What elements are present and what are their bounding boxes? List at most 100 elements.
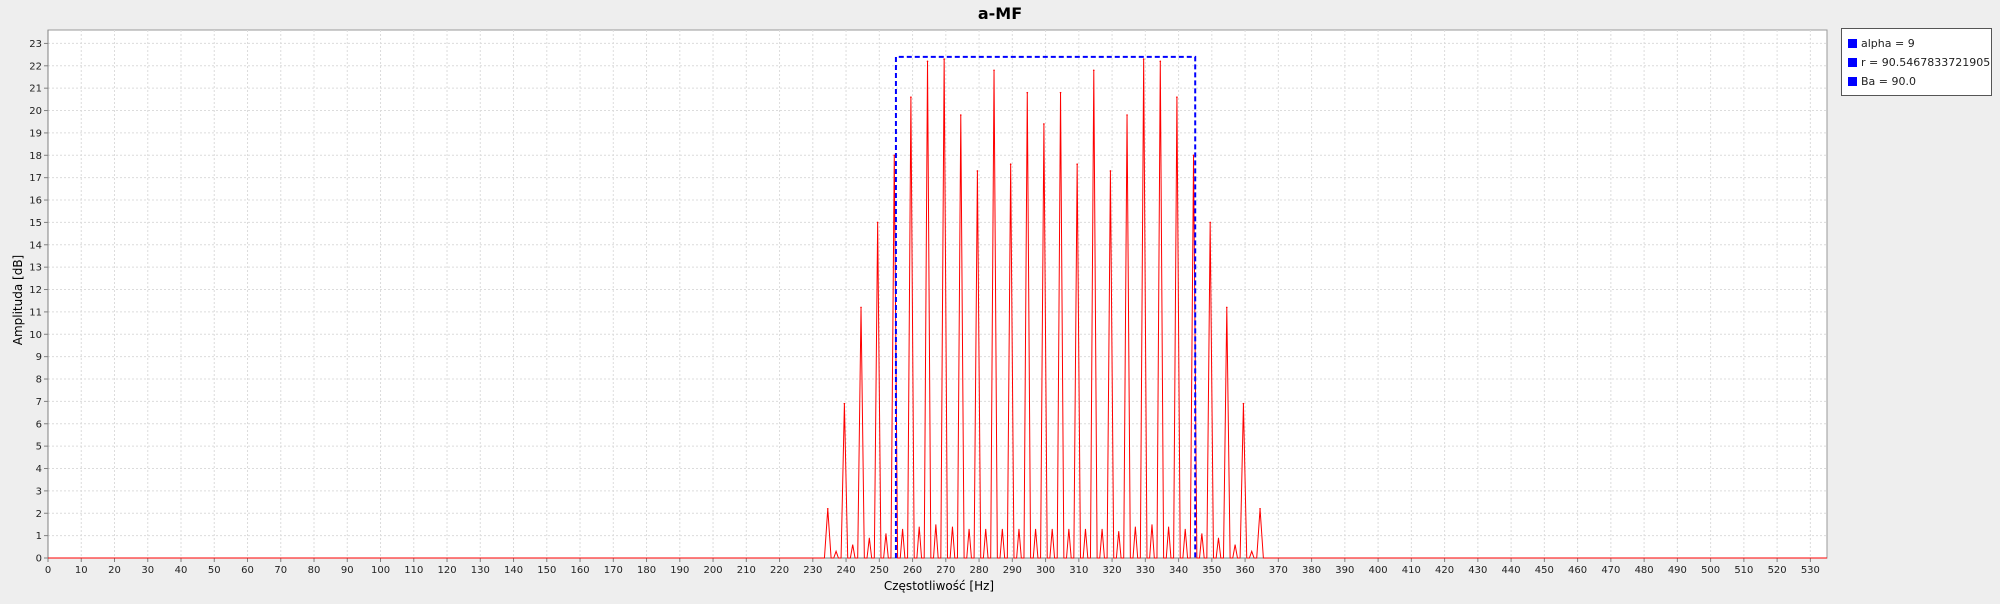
x-tick-label: 440 [1502, 565, 1521, 576]
x-axis-label: Częstotliwość [Hz] [884, 579, 994, 593]
spectrum-peak [1059, 91, 1062, 94]
x-tick-label: 250 [870, 565, 889, 576]
legend: alpha = 9 r = 90.5467833721905 Ba = 90.0 [1841, 28, 1992, 96]
x-tick-label: 520 [1768, 565, 1787, 576]
x-tick-label: 420 [1435, 565, 1454, 576]
plot-area [47, 29, 1828, 559]
y-tick-label: 3 [36, 486, 42, 497]
spectrum-peak [959, 114, 962, 116]
legend-item: alpha = 9 [1848, 34, 1987, 53]
y-axis-label: Amplituda [dB] [11, 255, 25, 346]
x-tick-label: 300 [1036, 565, 1055, 576]
x-tick-label: 400 [1369, 565, 1388, 576]
spectrum-peak [943, 58, 945, 60]
spectrum-peak [1225, 306, 1228, 309]
x-tick-label: 460 [1568, 565, 1587, 576]
x-tick-label: 180 [637, 565, 656, 576]
chart-title: a-MF [978, 4, 1022, 23]
x-tick-label: 350 [1202, 565, 1221, 576]
spectrum-peak [1259, 507, 1261, 510]
spectrum-peak [1092, 69, 1095, 72]
x-tick-label: 340 [1169, 565, 1188, 576]
x-tick-label: 80 [308, 565, 321, 576]
legend-swatch [1848, 39, 1857, 48]
spectrum-peak [1209, 221, 1211, 224]
x-tick-label: 200 [703, 565, 722, 576]
y-tick-label: 12 [29, 285, 42, 296]
legend-label: alpha = 9 [1861, 37, 1915, 50]
x-tick-label: 410 [1402, 565, 1421, 576]
x-tick-label: 510 [1734, 565, 1753, 576]
x-tick-label: 480 [1635, 565, 1654, 576]
x-tick-label: 70 [274, 565, 287, 576]
x-tick-label: 160 [570, 565, 589, 576]
spectrum-peak [910, 96, 912, 98]
x-tick-label: 270 [936, 565, 955, 576]
y-tick-label: 4 [36, 464, 42, 475]
x-tick-label: 30 [141, 565, 154, 576]
y-tick-label: 8 [36, 375, 42, 386]
band-rectangle [894, 55, 1197, 558]
x-tick-label: 220 [770, 565, 789, 576]
y-tick-label: 6 [36, 419, 42, 430]
y-tick-label: 0 [36, 554, 42, 565]
y-tick-label: 21 [29, 84, 42, 95]
spectrum-peak [1076, 163, 1078, 166]
y-tick-label: 5 [36, 442, 42, 453]
x-tick-label: 100 [371, 565, 390, 576]
x-tick-label: 140 [504, 565, 523, 576]
spectrum-peak [926, 60, 929, 63]
x-tick-label: 370 [1269, 565, 1288, 576]
spectrum-peak [1009, 163, 1012, 166]
x-tick-label: 320 [1103, 565, 1122, 576]
legend-swatch [1848, 77, 1857, 86]
x-tick-label: 380 [1302, 565, 1321, 576]
spectrum-peak [1159, 60, 1162, 63]
legend-item: r = 90.5467833721905 [1848, 53, 1990, 72]
y-tick-label: 2 [36, 509, 42, 520]
y-tick-label: 16 [29, 196, 42, 207]
y-tick-label: 7 [36, 397, 42, 408]
y-tick-label: 23 [29, 39, 42, 50]
y-tick-label: 10 [29, 330, 42, 341]
y-tick-label: 15 [29, 218, 42, 229]
y-tick-label: 17 [29, 173, 42, 184]
x-tick-label: 390 [1335, 565, 1354, 576]
y-tick-label: 1 [36, 531, 42, 542]
spectrum-peak [876, 221, 879, 224]
x-tick-label: 130 [471, 565, 490, 576]
spectrum-peak [893, 154, 896, 157]
y-tick-label: 14 [29, 240, 42, 251]
x-tick-label: 50 [208, 565, 221, 576]
legend-swatch [1848, 58, 1857, 67]
x-tick-label: 240 [837, 565, 856, 576]
x-tick-label: 450 [1535, 565, 1554, 576]
spectrum-peak [1126, 114, 1128, 116]
y-tick-label: 22 [29, 61, 42, 72]
y-tick-label: 20 [29, 106, 42, 117]
x-tick-label: 290 [1003, 565, 1022, 576]
x-tick-label: 260 [903, 565, 922, 576]
x-tick-label: 60 [241, 565, 254, 576]
x-tick-label: 360 [1236, 565, 1255, 576]
y-tick-label: 13 [29, 263, 42, 274]
x-tick-label: 210 [737, 565, 756, 576]
y-tick-label: 19 [29, 128, 42, 139]
x-tick-label: 190 [670, 565, 689, 576]
spectrum-peak [826, 507, 829, 510]
spectrum-peak [1242, 402, 1245, 405]
x-tick-label: 470 [1601, 565, 1620, 576]
spectrum-peak [993, 69, 995, 72]
y-tick-label: 11 [29, 307, 42, 318]
y-tick-label: 18 [29, 151, 42, 162]
spectrum-peak [1192, 154, 1195, 157]
x-tick-label: 490 [1668, 565, 1687, 576]
x-tick-label: 230 [803, 565, 822, 576]
x-tick-label: 120 [437, 565, 456, 576]
x-tick-label: 330 [1136, 565, 1155, 576]
x-tick-label: 280 [970, 565, 989, 576]
x-tick-label: 430 [1468, 565, 1487, 576]
spectrum-peak [843, 402, 846, 405]
x-tick-label: 40 [175, 565, 188, 576]
